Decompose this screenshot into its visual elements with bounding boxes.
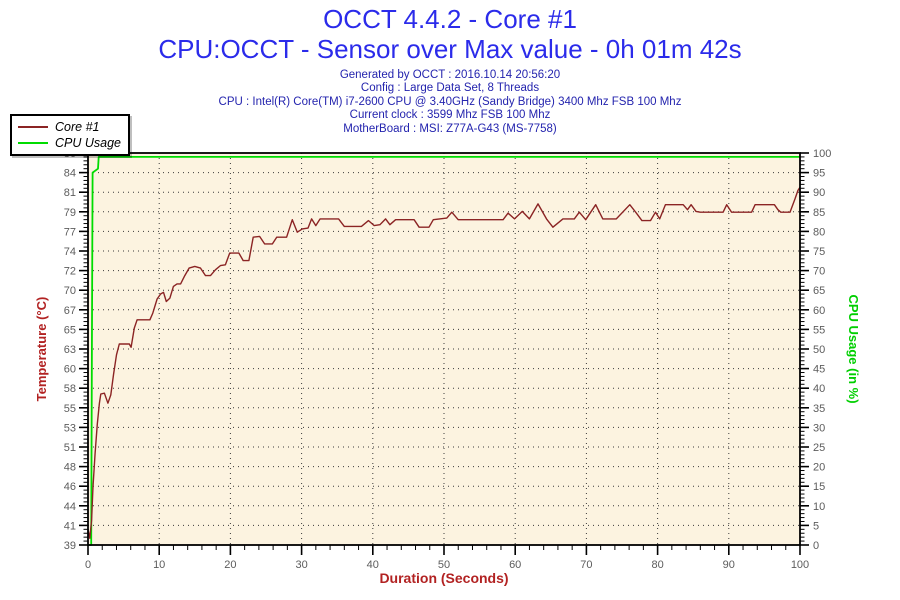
system-info: Generated by OCCT : 2016.10.14 20:56:20 … xyxy=(0,69,900,136)
svg-text:50: 50 xyxy=(438,559,450,571)
svg-text:45: 45 xyxy=(813,364,825,376)
svg-text:10: 10 xyxy=(153,559,165,571)
svg-text:48: 48 xyxy=(64,462,76,474)
svg-text:65: 65 xyxy=(64,324,76,336)
meta-clock: Current clock : 3599 Mhz FSB 100 Mhz xyxy=(349,109,551,122)
svg-text:81: 81 xyxy=(64,187,76,199)
legend-label-cpu-usage: CPU Usage xyxy=(55,136,121,150)
svg-text:0: 0 xyxy=(85,559,91,571)
svg-text:100: 100 xyxy=(813,148,831,160)
page-title: OCCT 4.4.2 - Core #1 xyxy=(323,4,577,34)
svg-text:41: 41 xyxy=(64,520,76,532)
svg-text:53: 53 xyxy=(64,422,76,434)
svg-text:46: 46 xyxy=(64,481,76,493)
legend-label-core1: Core #1 xyxy=(55,120,100,134)
svg-text:40: 40 xyxy=(813,383,825,395)
svg-text:100: 100 xyxy=(791,559,809,571)
svg-text:50: 50 xyxy=(813,344,825,356)
svg-text:74: 74 xyxy=(64,246,76,258)
svg-text:10: 10 xyxy=(813,501,825,513)
legend-item-cpu-usage: CPU Usage xyxy=(18,135,122,151)
svg-text:58: 58 xyxy=(64,383,76,395)
svg-text:20: 20 xyxy=(813,462,825,474)
svg-text:30: 30 xyxy=(813,422,825,434)
svg-text:80: 80 xyxy=(813,226,825,238)
svg-text:65: 65 xyxy=(813,285,825,297)
core1-line-swatch xyxy=(18,126,48,128)
svg-text:60: 60 xyxy=(64,364,76,376)
svg-text:70: 70 xyxy=(813,266,825,278)
svg-text:63: 63 xyxy=(64,344,76,356)
svg-text:0: 0 xyxy=(813,540,819,552)
svg-text:20: 20 xyxy=(224,559,236,571)
svg-text:40: 40 xyxy=(367,559,379,571)
svg-text:35: 35 xyxy=(813,403,825,415)
meta-generated: Generated by OCCT : 2016.10.14 20:56:20 xyxy=(339,69,561,81)
svg-text:60: 60 xyxy=(509,559,521,571)
svg-text:79: 79 xyxy=(64,207,76,219)
cpu-usage-line-swatch xyxy=(18,142,48,144)
svg-text:90: 90 xyxy=(813,187,825,199)
svg-text:72: 72 xyxy=(64,266,76,278)
meta-cpu: CPU : Intel(R) Core(TM) i7-2600 CPU @ 3.… xyxy=(218,95,682,108)
svg-text:Duration (Seconds): Duration (Seconds) xyxy=(379,570,508,586)
svg-text:75: 75 xyxy=(813,246,825,258)
svg-text:80: 80 xyxy=(651,559,663,571)
svg-text:95: 95 xyxy=(813,168,825,180)
svg-text:25: 25 xyxy=(813,442,825,454)
svg-text:67: 67 xyxy=(64,305,76,317)
svg-text:85: 85 xyxy=(813,207,825,219)
meta-config: Config : Large Data Set, 8 Threads xyxy=(360,82,540,95)
svg-text:15: 15 xyxy=(813,481,825,493)
meta-motherboard: MotherBoard : MSI: Z77A-G43 (MS-7758) xyxy=(343,122,557,135)
svg-text:70: 70 xyxy=(580,559,592,571)
legend: Core #1 CPU Usage xyxy=(10,114,130,156)
svg-text:5: 5 xyxy=(813,520,819,532)
svg-text:90: 90 xyxy=(723,559,735,571)
svg-text:55: 55 xyxy=(64,403,76,415)
svg-text:84: 84 xyxy=(64,168,76,180)
svg-text:70: 70 xyxy=(64,285,76,297)
svg-text:60: 60 xyxy=(813,305,825,317)
svg-text:39: 39 xyxy=(64,540,76,552)
svg-text:30: 30 xyxy=(295,559,307,571)
page-subtitle: CPU:OCCT - Sensor over Max value - 0h 01… xyxy=(158,34,742,64)
svg-text:77: 77 xyxy=(64,226,76,238)
svg-text:44: 44 xyxy=(64,501,76,513)
svg-text:55: 55 xyxy=(813,324,825,336)
svg-text:CPU Usage (in %): CPU Usage (in %) xyxy=(846,294,861,403)
svg-text:51: 51 xyxy=(64,442,76,454)
svg-text:Temperature (°C): Temperature (°C) xyxy=(34,297,49,402)
legend-item-core1: Core #1 xyxy=(18,119,122,135)
